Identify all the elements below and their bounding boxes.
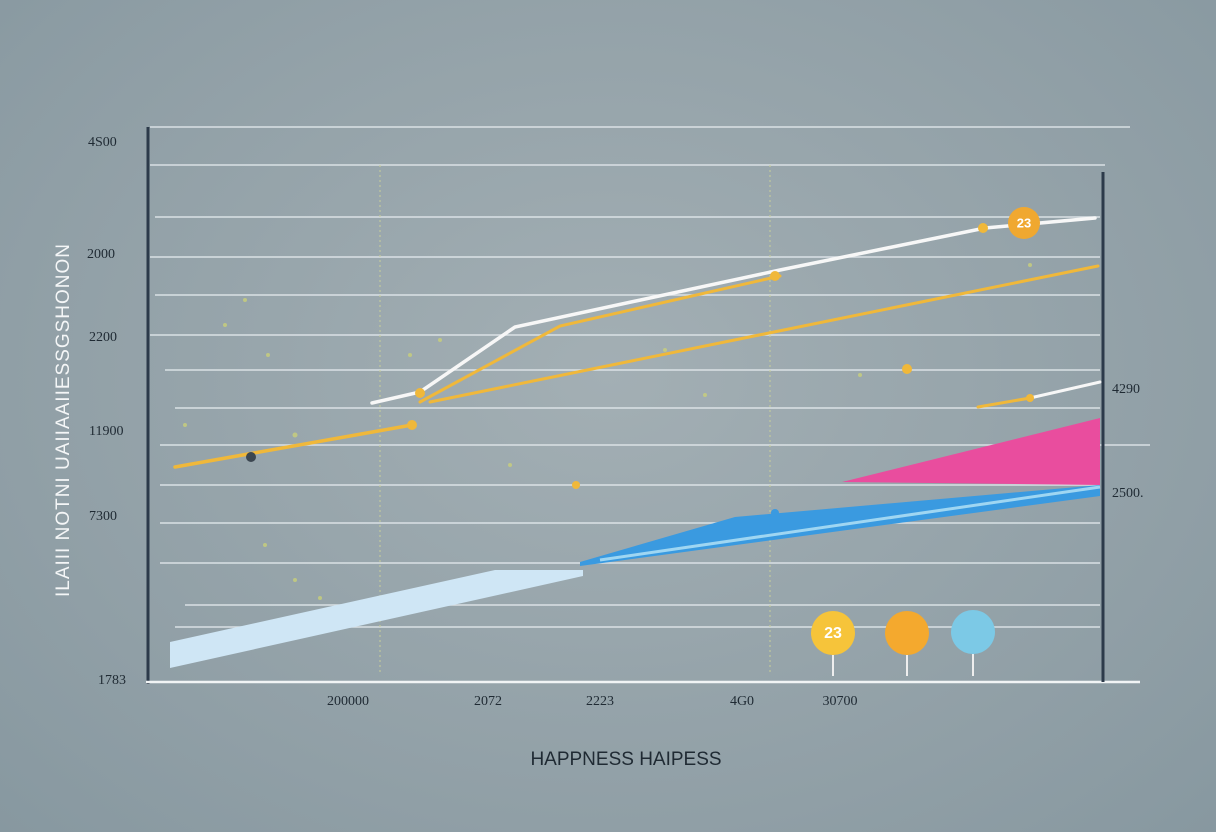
badges: 23 23: [811, 207, 1040, 676]
y-label: 2000: [87, 247, 115, 262]
axes: [146, 127, 1140, 684]
x-label: 200000: [327, 694, 369, 709]
white-line: [1028, 380, 1102, 400]
lines: [173, 216, 1102, 469]
dot: [978, 223, 988, 233]
y-label: 1783: [98, 673, 126, 688]
y-label: 11900: [89, 424, 123, 439]
dot: [572, 481, 580, 489]
dot: [770, 271, 780, 281]
badge-label: 23: [824, 625, 842, 642]
grid: [150, 126, 1150, 675]
light-blue-area: [170, 570, 583, 668]
yellow-line: [418, 274, 782, 404]
areas: [170, 418, 1101, 668]
y-label: 4S00: [88, 135, 117, 150]
speckles: [183, 263, 1032, 600]
x-label: 2072: [474, 694, 502, 709]
dot: [1026, 394, 1034, 402]
y-label: 2200: [89, 330, 117, 345]
badge: [811, 611, 855, 655]
x-label: 2223: [586, 694, 614, 709]
pink-area: [842, 418, 1100, 485]
white-line: [370, 216, 1097, 405]
badge: [885, 611, 929, 655]
dot: [415, 388, 425, 398]
badge-label: 23: [1017, 215, 1031, 230]
badge: [951, 610, 995, 654]
right-label: 4290: [1112, 382, 1140, 397]
labels: 4S00 2000 2200 11900 7300 1783 200000 20…: [53, 135, 1143, 770]
right-label: 2500.: [1112, 486, 1144, 501]
y-axis-title: ILAIII NOTNI UAIIAAIIESSGSHONON: [53, 243, 74, 597]
yellow-line: [976, 396, 1032, 409]
dot: [771, 509, 779, 517]
blue-edge: [599, 485, 1101, 562]
y-label: 7300: [89, 509, 117, 524]
dot: [407, 420, 417, 430]
dot: [246, 452, 256, 462]
x-label: 30700: [823, 694, 858, 709]
yellow-line: [428, 264, 1100, 404]
dots: [183, 223, 1034, 600]
badge: [1008, 207, 1040, 239]
dot: [902, 364, 912, 374]
yellow-line: [173, 423, 414, 469]
x-label: 4G0: [730, 694, 754, 709]
x-axis-title: HAPPNESS HAIPESS: [530, 749, 721, 770]
